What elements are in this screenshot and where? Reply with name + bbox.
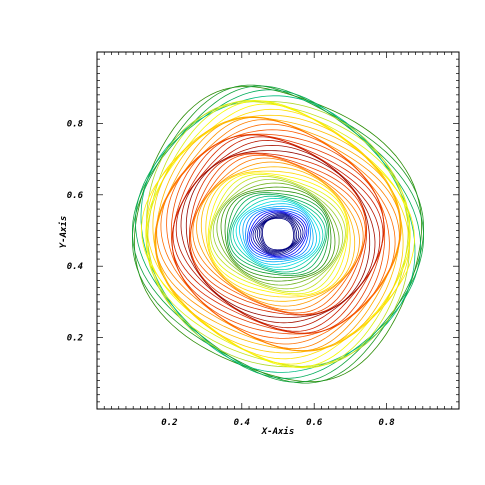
contour-line <box>252 212 304 256</box>
contour-line <box>250 211 306 257</box>
contour-line <box>147 101 409 368</box>
contour-line <box>192 157 364 311</box>
contour-line <box>145 99 411 369</box>
x-tick-label: 0.2 <box>161 418 177 428</box>
contour-line <box>258 215 298 253</box>
x-axis-title: X-Axis <box>261 426 295 437</box>
contour-line <box>232 197 324 271</box>
contour-line <box>207 172 349 296</box>
contour-line <box>140 95 416 373</box>
contour-line <box>146 108 410 360</box>
contour-line <box>246 209 310 259</box>
contour-line <box>155 117 401 351</box>
contour-line <box>235 200 321 268</box>
contour-line <box>154 116 402 352</box>
contour-line <box>208 173 348 295</box>
contour-line <box>260 216 296 252</box>
contour-line <box>248 210 308 258</box>
x-tick-label: 0.8 <box>378 418 394 428</box>
contour-line <box>205 170 351 298</box>
contour-line <box>230 195 326 273</box>
contour-line <box>262 217 294 251</box>
contour-line <box>256 214 300 254</box>
contour-line <box>172 136 384 332</box>
contour-line <box>131 84 425 384</box>
contour-line <box>188 152 368 316</box>
contour-lines <box>131 84 425 384</box>
y-tick-label: 0.2 <box>67 334 83 344</box>
x-tick-label: 0.6 <box>306 418 323 428</box>
contour-line <box>185 150 371 319</box>
contour-line <box>224 190 332 278</box>
contour-line <box>228 193 328 275</box>
contour-line <box>146 100 410 368</box>
contour-line <box>245 208 311 261</box>
x-tick-labels: 0.2 0.4 0.6 0.8 <box>161 418 394 428</box>
contour-line <box>210 175 346 293</box>
contour-line <box>156 119 400 349</box>
contour-line <box>180 144 376 324</box>
contour-line <box>133 86 423 383</box>
contour-line <box>190 154 366 314</box>
contour-line <box>239 203 317 265</box>
y-axis-title: Y-Axis <box>58 216 69 249</box>
contour-line <box>135 89 421 379</box>
contour-line <box>220 186 336 282</box>
contour-line <box>254 213 302 255</box>
y-tick-label: 0.6 <box>67 191 84 201</box>
x-tick-label: 0.4 <box>234 418 250 428</box>
contour-line <box>226 192 330 276</box>
contour-line <box>196 161 360 307</box>
contour-line <box>216 182 340 286</box>
contour-line <box>141 103 415 365</box>
y-tick-label: 0.4 <box>67 262 83 272</box>
contour-line <box>242 205 314 263</box>
y-tick-labels: 0.2 0.4 0.6 0.8 <box>67 119 84 343</box>
y-tick-label: 0.8 <box>67 119 83 129</box>
contour-line <box>189 153 367 315</box>
minor-ticks <box>96 51 460 410</box>
contour-line <box>200 166 356 302</box>
contour-line <box>212 178 344 290</box>
